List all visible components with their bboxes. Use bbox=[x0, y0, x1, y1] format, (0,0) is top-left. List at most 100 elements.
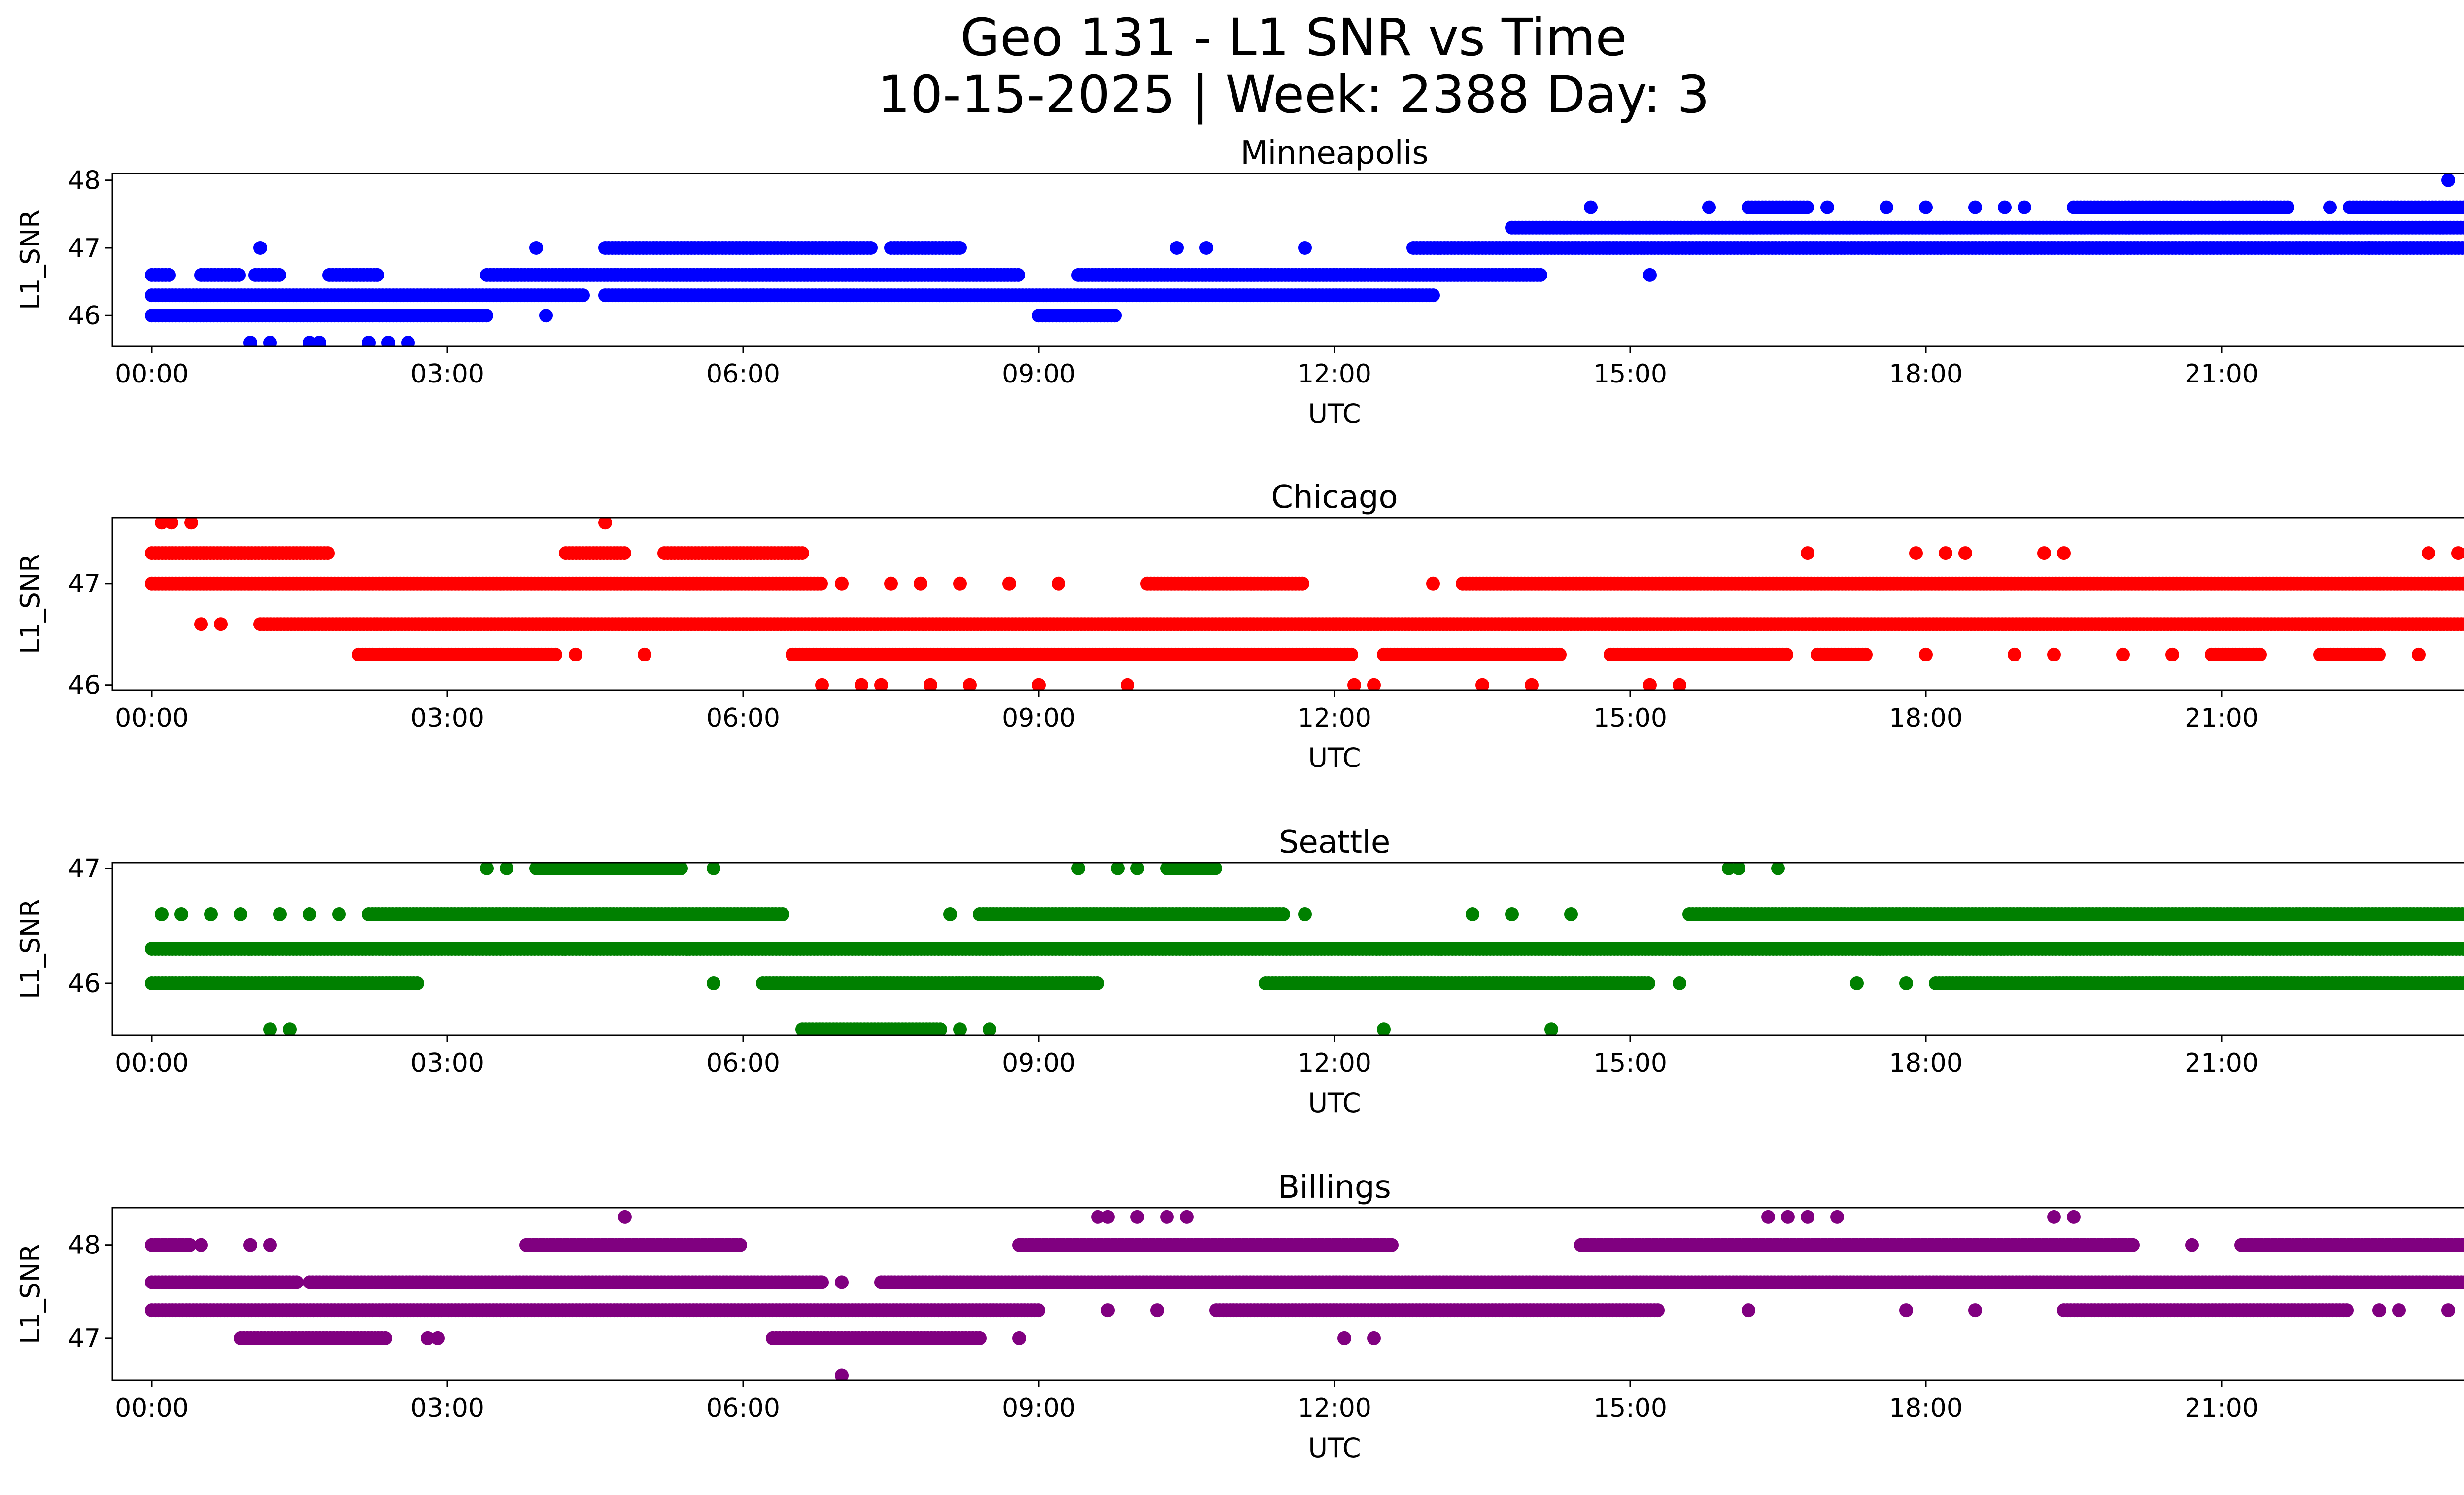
minneapolis-data-point bbox=[2461, 221, 2464, 234]
seattle-data-point bbox=[1642, 976, 1655, 990]
minneapolis-data-point bbox=[1298, 241, 1312, 255]
minneapolis-data-point bbox=[243, 336, 257, 346]
chicago-data-point bbox=[2008, 647, 2021, 661]
minneapolis-data-point bbox=[1880, 200, 1893, 214]
chicago-data-point bbox=[815, 678, 829, 690]
chicago-data-point bbox=[617, 546, 631, 560]
minneapolis-x-tick-label: 12:00 bbox=[1298, 359, 1371, 389]
chicago-data-point bbox=[1475, 678, 1489, 690]
minneapolis-data-point bbox=[1108, 309, 1122, 323]
chicago-x-tick-label: 18:00 bbox=[1889, 703, 1963, 733]
chicago-x-axis-label: UTC bbox=[1308, 742, 1361, 773]
minneapolis-data-point bbox=[576, 288, 590, 303]
chicago-data-point bbox=[1909, 546, 1923, 560]
minneapolis-points bbox=[145, 174, 2464, 346]
minneapolis-data-point bbox=[1426, 288, 1440, 303]
minneapolis-y-tick-label: 47 bbox=[68, 234, 101, 263]
chicago-data-point bbox=[953, 576, 967, 591]
chicago-data-point bbox=[814, 576, 828, 591]
chicago-data-point bbox=[795, 546, 809, 560]
minneapolis-data-point bbox=[529, 241, 543, 255]
minneapolis-data-point bbox=[864, 241, 878, 255]
chicago-data-point bbox=[874, 678, 888, 690]
minneapolis-x-tick-label: 06:00 bbox=[706, 359, 780, 389]
minneapolis-data-point bbox=[1800, 200, 1814, 214]
seattle-data-point bbox=[2460, 942, 2464, 956]
chicago-data-point bbox=[1032, 678, 1046, 690]
chicago-x-tick-label: 03:00 bbox=[411, 703, 484, 733]
minneapolis-x-tick-label: 00:00 bbox=[115, 359, 189, 389]
chicago-data-point bbox=[2461, 618, 2464, 630]
minneapolis-data-point bbox=[371, 268, 384, 282]
minneapolis-x-axis-label: UTC bbox=[1308, 398, 1361, 429]
chicago-data-point bbox=[1347, 678, 1361, 690]
minneapolis-data-point bbox=[2323, 200, 2337, 214]
chicago-x-tick-label: 21:00 bbox=[2185, 703, 2259, 733]
minneapolis-data-point bbox=[2362, 241, 2376, 255]
minneapolis-y-tick-label: 48 bbox=[68, 166, 101, 196]
minneapolis-x-tick-label: 21:00 bbox=[2185, 359, 2259, 389]
chicago-data-point bbox=[1002, 576, 1016, 591]
minneapolis-data-point bbox=[232, 268, 246, 282]
minneapolis-data-point bbox=[1998, 200, 2012, 214]
chicago-data-point bbox=[1780, 647, 1793, 661]
chicago-axes-frame bbox=[111, 517, 2464, 691]
chicago-data-point bbox=[2461, 547, 2464, 559]
chicago-data-point bbox=[2047, 647, 2061, 661]
chicago-data-point bbox=[548, 647, 562, 661]
minneapolis-data-point bbox=[273, 268, 286, 282]
chicago-data-point bbox=[184, 518, 198, 530]
minneapolis-data-point bbox=[953, 241, 967, 255]
minneapolis-data-point bbox=[2281, 200, 2294, 214]
minneapolis-y-tick-label: 46 bbox=[68, 301, 101, 331]
minneapolis-y-axis-label: L1_SNR bbox=[15, 209, 46, 310]
chicago-data-point bbox=[2422, 546, 2435, 560]
minneapolis-data-point bbox=[401, 336, 415, 346]
minneapolis-x-tick-label: 03:00 bbox=[411, 359, 484, 389]
chicago-data-point bbox=[1958, 546, 1972, 560]
minneapolis-data-point bbox=[2018, 200, 2031, 214]
figure-title-line1: Geo 131 - L1 SNR vs Time bbox=[960, 7, 1627, 68]
chicago-data-point bbox=[1859, 647, 1873, 661]
chicago-data-point bbox=[1673, 678, 1686, 690]
seattle-points bbox=[145, 863, 2464, 1035]
chicago-x-tick-label: 00:00 bbox=[115, 703, 189, 733]
minneapolis-data-point bbox=[1199, 241, 1213, 255]
chicago-data-point bbox=[214, 617, 228, 631]
chicago-data-point bbox=[2037, 546, 2051, 560]
minneapolis-data-point bbox=[479, 309, 493, 323]
chicago-data-point bbox=[598, 518, 612, 530]
minneapolis-data-point bbox=[162, 268, 176, 282]
chicago-data-point bbox=[569, 647, 582, 661]
chicago-data-point bbox=[1121, 678, 1134, 690]
minneapolis-subplot-title: Minneapolis bbox=[1240, 135, 1428, 172]
minneapolis-data-point bbox=[1702, 200, 1716, 214]
seattle-data-point bbox=[411, 976, 424, 990]
chicago-data-point bbox=[1919, 647, 1933, 661]
minneapolis-data-point bbox=[1011, 268, 1025, 282]
chicago-data-point bbox=[1553, 647, 1567, 661]
chicago-data-point bbox=[321, 546, 335, 560]
minneapolis-data-point bbox=[362, 336, 376, 346]
chicago-data-point bbox=[1296, 576, 1309, 591]
chicago-data-point bbox=[165, 518, 178, 530]
seattle-data-point bbox=[1276, 907, 1290, 921]
seattle-data-point bbox=[1091, 976, 1104, 990]
minneapolis-data-point bbox=[381, 336, 395, 346]
minneapolis-data-point bbox=[1820, 200, 1834, 214]
chicago-data-point bbox=[1643, 678, 1657, 690]
chicago-y-tick-label: 46 bbox=[68, 671, 101, 700]
chicago-data-point bbox=[1525, 678, 1539, 690]
chicago-data-point bbox=[1801, 546, 1814, 560]
minneapolis-data-point bbox=[2462, 243, 2464, 253]
chicago-data-point bbox=[2412, 647, 2426, 661]
minneapolis-data-point bbox=[253, 241, 267, 255]
chicago-data-point bbox=[2116, 647, 2130, 661]
chicago-data-point bbox=[2253, 647, 2267, 661]
chicago-data-point bbox=[1344, 647, 1358, 661]
minneapolis-data-point bbox=[2459, 241, 2464, 255]
minneapolis-data-point bbox=[1534, 268, 1547, 282]
seattle-data-point bbox=[2462, 909, 2464, 919]
minneapolis-data-point bbox=[539, 309, 553, 323]
